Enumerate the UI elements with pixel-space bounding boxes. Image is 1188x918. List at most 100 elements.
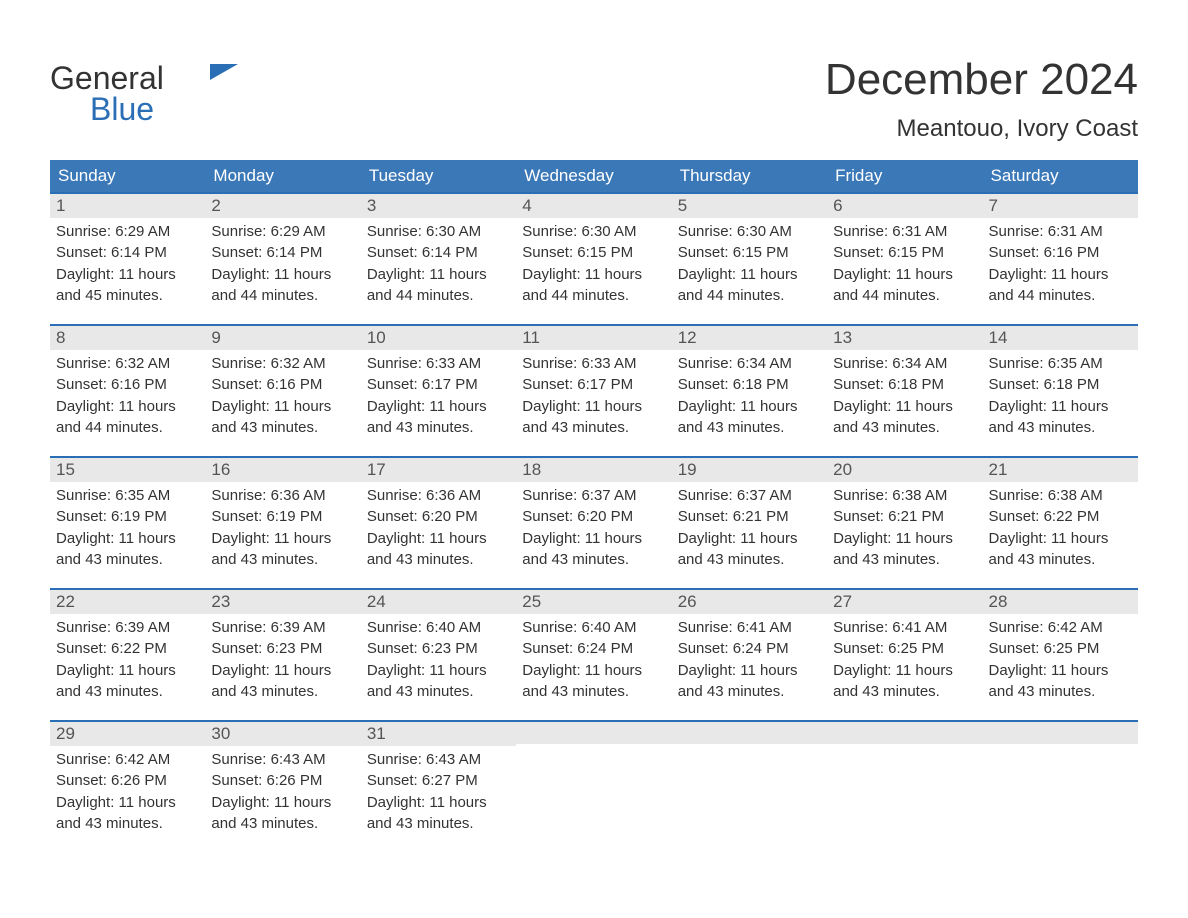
daylight-line1: Daylight: 11 hours bbox=[367, 397, 510, 417]
day-number-row: 22 bbox=[50, 590, 205, 614]
daylight-line2: and 44 minutes. bbox=[989, 286, 1132, 306]
daylight-line1: Daylight: 11 hours bbox=[56, 793, 199, 813]
day-cell bbox=[983, 722, 1138, 852]
day-cell bbox=[827, 722, 982, 852]
day-number-row: 25 bbox=[516, 590, 671, 614]
day-cell: 16 Sunrise: 6:36 AMSunset: 6:19 PMDayligh… bbox=[205, 458, 360, 588]
day-cell: 12Sunrise: 6:34 AMSunset: 6:18 PMDayligh… bbox=[672, 326, 827, 456]
weekday-header: Thursday bbox=[672, 160, 827, 192]
day-cell: 20 Sunrise: 6:38 AMSunset: 6:21 PMDayligh… bbox=[827, 458, 982, 588]
day-info: Sunrise: 6:37 AMSunset: 6:21 PMDaylight:… bbox=[678, 486, 821, 570]
day-number: 22 bbox=[56, 592, 75, 611]
weekday-header: Friday bbox=[827, 160, 982, 192]
day-number-row: 23 bbox=[205, 590, 360, 614]
day-number: 31 bbox=[367, 724, 386, 743]
sunset-line: Sunset: 6:20 PM bbox=[367, 507, 510, 527]
daylight-line1: Daylight: 11 hours bbox=[833, 265, 976, 285]
day-info: Sunrise: 6:42 AMSunset: 6:26 PMDaylight:… bbox=[56, 750, 199, 834]
day-cell: 18Sunrise: 6:37 AMSunset: 6:20 PMDayligh… bbox=[516, 458, 671, 588]
daylight-line2: and 43 minutes. bbox=[989, 682, 1132, 702]
sunset-line: Sunset: 6:27 PM bbox=[367, 771, 510, 791]
day-cell: 25Sunrise: 6:40 AMSunset: 6:24 PMDayligh… bbox=[516, 590, 671, 720]
sunrise-line: Sunrise: 6:33 AM bbox=[522, 354, 665, 374]
day-number: 7 bbox=[989, 196, 998, 215]
daylight-line2: and 43 minutes. bbox=[367, 550, 510, 570]
sunset-line: Sunset: 6:20 PM bbox=[522, 507, 665, 527]
day-number-row: 14 bbox=[983, 326, 1138, 350]
daylight-line2: and 44 minutes. bbox=[367, 286, 510, 306]
daylight-line2: and 43 minutes. bbox=[56, 550, 199, 570]
sunset-line: Sunset: 6:15 PM bbox=[678, 243, 821, 263]
sunrise-line: Sunrise: 6:39 AM bbox=[56, 618, 199, 638]
sunset-line: Sunset: 6:16 PM bbox=[211, 375, 354, 395]
day-number: 9 bbox=[211, 328, 220, 347]
sunset-line: Sunset: 6:25 PM bbox=[833, 639, 976, 659]
daylight-line1: Daylight: 11 hours bbox=[833, 397, 976, 417]
sunrise-line: Sunrise: 6:37 AM bbox=[678, 486, 821, 506]
daylight-line2: and 44 minutes. bbox=[522, 286, 665, 306]
daylight-line1: Daylight: 11 hours bbox=[989, 529, 1132, 549]
location-subtitle: Meantouo, Ivory Coast bbox=[897, 115, 1138, 143]
day-cell: 29 Sunrise: 6:42 AMSunset: 6:26 PMDayligh… bbox=[50, 722, 205, 852]
day-cell: 9Sunrise: 6:32 AMSunset: 6:16 PMDaylight… bbox=[205, 326, 360, 456]
calendar: SundayMondayTuesdayWednesdayThursdayFrid… bbox=[50, 160, 1138, 852]
daylight-line1: Daylight: 11 hours bbox=[211, 793, 354, 813]
day-info: Sunrise: 6:43 AMSunset: 6:27 PMDaylight:… bbox=[367, 750, 510, 834]
daylight-line2: and 43 minutes. bbox=[211, 682, 354, 702]
day-number-row-empty bbox=[983, 722, 1138, 744]
sunset-line: Sunset: 6:19 PM bbox=[211, 507, 354, 527]
day-info: Sunrise: 6:30 AMSunset: 6:15 PMDaylight:… bbox=[678, 222, 821, 306]
sunrise-line: Sunrise: 6:35 AM bbox=[989, 354, 1132, 374]
day-number: 20 bbox=[833, 460, 852, 479]
day-number-row: 29 bbox=[50, 722, 205, 746]
day-number: 25 bbox=[522, 592, 541, 611]
sunset-line: Sunset: 6:18 PM bbox=[989, 375, 1132, 395]
page-title: December 2024 bbox=[825, 55, 1138, 105]
daylight-line1: Daylight: 11 hours bbox=[367, 529, 510, 549]
sunrise-line: Sunrise: 6:42 AM bbox=[56, 750, 199, 770]
day-number: 2 bbox=[211, 196, 220, 215]
day-info: Sunrise: 6:38 AMSunset: 6:21 PMDaylight:… bbox=[833, 486, 976, 570]
daylight-line1: Daylight: 11 hours bbox=[367, 793, 510, 813]
sunrise-line: Sunrise: 6:40 AM bbox=[522, 618, 665, 638]
sunset-line: Sunset: 6:14 PM bbox=[56, 243, 199, 263]
sunrise-line: Sunrise: 6:34 AM bbox=[833, 354, 976, 374]
daylight-line2: and 43 minutes. bbox=[989, 550, 1132, 570]
day-number-row: 19 bbox=[672, 458, 827, 482]
weekday-header: Monday bbox=[205, 160, 360, 192]
day-number: 10 bbox=[367, 328, 386, 347]
daylight-line1: Daylight: 11 hours bbox=[833, 661, 976, 681]
sunrise-line: Sunrise: 6:38 AM bbox=[989, 486, 1132, 506]
day-number-row: 28 bbox=[983, 590, 1138, 614]
sunset-line: Sunset: 6:23 PM bbox=[211, 639, 354, 659]
brand-logo: General Blue bbox=[50, 60, 164, 128]
daylight-line1: Daylight: 11 hours bbox=[211, 397, 354, 417]
day-number-row: 7 bbox=[983, 194, 1138, 218]
day-number-row: 27 bbox=[827, 590, 982, 614]
day-number: 24 bbox=[367, 592, 386, 611]
sunset-line: Sunset: 6:23 PM bbox=[367, 639, 510, 659]
day-cell: 2Sunrise: 6:29 AMSunset: 6:14 PMDaylight… bbox=[205, 194, 360, 324]
day-number-row: 13 bbox=[827, 326, 982, 350]
daylight-line2: and 43 minutes. bbox=[56, 682, 199, 702]
day-info: Sunrise: 6:36 AMSunset: 6:20 PMDaylight:… bbox=[367, 486, 510, 570]
daylight-line1: Daylight: 11 hours bbox=[56, 265, 199, 285]
day-cell: 11Sunrise: 6:33 AMSunset: 6:17 PMDayligh… bbox=[516, 326, 671, 456]
day-number: 12 bbox=[678, 328, 697, 347]
day-cell: 24Sunrise: 6:40 AMSunset: 6:23 PMDayligh… bbox=[361, 590, 516, 720]
sunset-line: Sunset: 6:15 PM bbox=[833, 243, 976, 263]
day-number-row: 16 bbox=[205, 458, 360, 482]
sunset-line: Sunset: 6:26 PM bbox=[56, 771, 199, 791]
day-info: Sunrise: 6:36 AMSunset: 6:19 PMDaylight:… bbox=[211, 486, 354, 570]
weekday-header: Tuesday bbox=[361, 160, 516, 192]
sunset-line: Sunset: 6:24 PM bbox=[678, 639, 821, 659]
day-number-row-empty bbox=[672, 722, 827, 744]
day-number-row: 17 bbox=[361, 458, 516, 482]
sunrise-line: Sunrise: 6:42 AM bbox=[989, 618, 1132, 638]
sunrise-line: Sunrise: 6:43 AM bbox=[367, 750, 510, 770]
sunset-line: Sunset: 6:18 PM bbox=[833, 375, 976, 395]
day-cell: 26Sunrise: 6:41 AMSunset: 6:24 PMDayligh… bbox=[672, 590, 827, 720]
day-cell: 17 Sunrise: 6:36 AMSunset: 6:20 PMDayligh… bbox=[361, 458, 516, 588]
sunrise-line: Sunrise: 6:36 AM bbox=[367, 486, 510, 506]
day-number-row: 3 bbox=[361, 194, 516, 218]
